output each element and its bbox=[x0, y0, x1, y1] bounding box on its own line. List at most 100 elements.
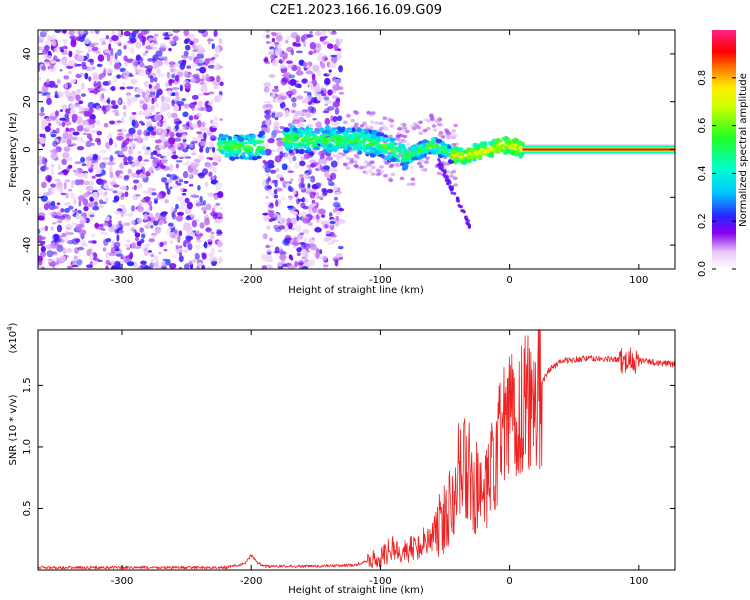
spectrogram-cell bbox=[126, 261, 135, 267]
spectrogram-cell bbox=[64, 202, 72, 206]
spectrogram-cell bbox=[281, 163, 288, 171]
spectrogram-cell bbox=[87, 49, 92, 53]
spectrogram-cell bbox=[66, 247, 73, 253]
spectrogram-cell bbox=[263, 82, 272, 88]
spectrogram-cell bbox=[61, 239, 65, 243]
spectrogram-cell bbox=[62, 152, 70, 159]
spectrogram-cell bbox=[368, 169, 373, 173]
spectrogram-cell bbox=[273, 121, 279, 126]
spectrogram-cell bbox=[388, 164, 394, 169]
spectrogram-cell bbox=[113, 59, 121, 64]
spectrogram-cell bbox=[62, 247, 67, 255]
spectrogram-cell bbox=[276, 111, 284, 118]
spectrogram-cell bbox=[459, 154, 464, 159]
spectrogram-cell bbox=[70, 79, 77, 84]
spectrogram-cell bbox=[68, 205, 74, 210]
spectrogram-cell bbox=[147, 252, 155, 256]
spectrogram-cell bbox=[453, 192, 457, 196]
spectrogram-cell bbox=[395, 134, 401, 139]
spectrogram-cell bbox=[155, 50, 163, 57]
spectrogram-cell bbox=[92, 240, 97, 244]
spectrogram-cell bbox=[54, 178, 61, 182]
spectrogram-cell bbox=[444, 151, 449, 154]
spectrogram-cell bbox=[117, 154, 125, 158]
spectrogram-cell bbox=[342, 162, 348, 166]
spectrogram-cell bbox=[155, 92, 160, 99]
spectrogram-cell bbox=[250, 147, 254, 152]
spectrogram-cell bbox=[178, 206, 186, 211]
spectrogram-cell bbox=[152, 150, 158, 156]
spectrogram-cell bbox=[264, 148, 272, 156]
spectrogram-cell bbox=[74, 161, 82, 165]
spectrogram-cell bbox=[53, 84, 59, 89]
spectrogram-cell bbox=[112, 176, 116, 183]
spectrogram-cell bbox=[168, 47, 172, 52]
spectrogram-cell bbox=[473, 150, 478, 154]
spectrogram-cell bbox=[304, 197, 309, 204]
spectrogram-cell bbox=[172, 254, 177, 258]
spectrogram-cell bbox=[48, 212, 57, 216]
spectrogram-cell bbox=[99, 37, 107, 42]
spectrogram-cell bbox=[117, 49, 122, 56]
spectrogram-cell bbox=[93, 87, 99, 95]
spectrogram-cell bbox=[489, 154, 493, 158]
spectrogram-cell bbox=[316, 48, 321, 54]
spectrogram-cell bbox=[75, 94, 81, 102]
spectrogram-cell bbox=[75, 213, 81, 220]
spectrogram-cell bbox=[306, 34, 314, 38]
spectrogram-cell bbox=[108, 166, 113, 173]
spectrogram-cell bbox=[197, 100, 203, 107]
spectrogram-cell bbox=[190, 162, 197, 167]
spectrogram-cell bbox=[145, 50, 149, 54]
spectrogram-cell bbox=[257, 156, 262, 159]
spectrogram-cell bbox=[274, 179, 278, 188]
spectrogram-cell bbox=[324, 125, 331, 131]
spectrogram-cell bbox=[287, 63, 294, 68]
spectrogram-cell bbox=[389, 124, 395, 128]
top-y-tick-label: 40 bbox=[22, 48, 33, 61]
spectrogram-cell bbox=[418, 120, 423, 125]
spectrogram-cell bbox=[399, 176, 405, 181]
spectrogram-cell bbox=[370, 165, 376, 170]
spectrogram-cell bbox=[79, 215, 85, 222]
spectrogram-cell bbox=[324, 171, 330, 179]
spectrogram-cell bbox=[76, 125, 84, 132]
spectrogram-cell bbox=[127, 148, 133, 155]
spectrogram-cell bbox=[339, 38, 343, 44]
spectrogram-cell bbox=[175, 160, 183, 163]
spectrogram-cell bbox=[201, 206, 208, 212]
spectrogram-cell bbox=[62, 30, 67, 34]
spectrogram-cell bbox=[197, 199, 201, 206]
spectrogram-cell bbox=[159, 241, 164, 247]
spectrogram-cell bbox=[83, 192, 90, 198]
spectrogram-cell bbox=[318, 157, 323, 165]
spectrogram-cell bbox=[286, 60, 293, 64]
spectrogram-cell bbox=[417, 161, 422, 166]
spectrogram-cell bbox=[138, 72, 146, 77]
spectrogram-cell bbox=[242, 157, 248, 160]
spectrogram-cell bbox=[287, 264, 296, 269]
spectrogram-cell bbox=[118, 204, 126, 208]
bottom-y-tick-label: 0.5 bbox=[22, 501, 33, 517]
spectrogram-cell bbox=[87, 87, 95, 92]
spectrogram-cell bbox=[145, 89, 150, 97]
spectrogram-cell bbox=[282, 52, 288, 60]
snr-multiplier-label: (x104) bbox=[6, 322, 19, 353]
spectrogram-cell bbox=[437, 122, 442, 127]
spectrogram-cell bbox=[310, 162, 316, 168]
spectrogram-cell bbox=[81, 139, 88, 144]
spectrogram-cell bbox=[152, 36, 157, 42]
spectrogram-cell bbox=[327, 89, 333, 96]
spectrogram-cell bbox=[333, 186, 338, 191]
spectrogram-cell bbox=[270, 32, 277, 35]
spectrogram-cell bbox=[369, 134, 376, 140]
figure-title: C2E1.2023.166.16.09.G09 bbox=[270, 3, 442, 18]
spectrogram-cell bbox=[144, 30, 150, 35]
spectrogram-cell bbox=[72, 198, 77, 206]
spectrogram-cell bbox=[53, 252, 58, 256]
spectrogram-cell bbox=[109, 155, 114, 162]
spectrogram-cell bbox=[309, 191, 316, 199]
spectrogram-cell bbox=[222, 144, 229, 150]
spectrogram-cell bbox=[511, 152, 515, 156]
spectrogram-cell bbox=[519, 141, 525, 145]
